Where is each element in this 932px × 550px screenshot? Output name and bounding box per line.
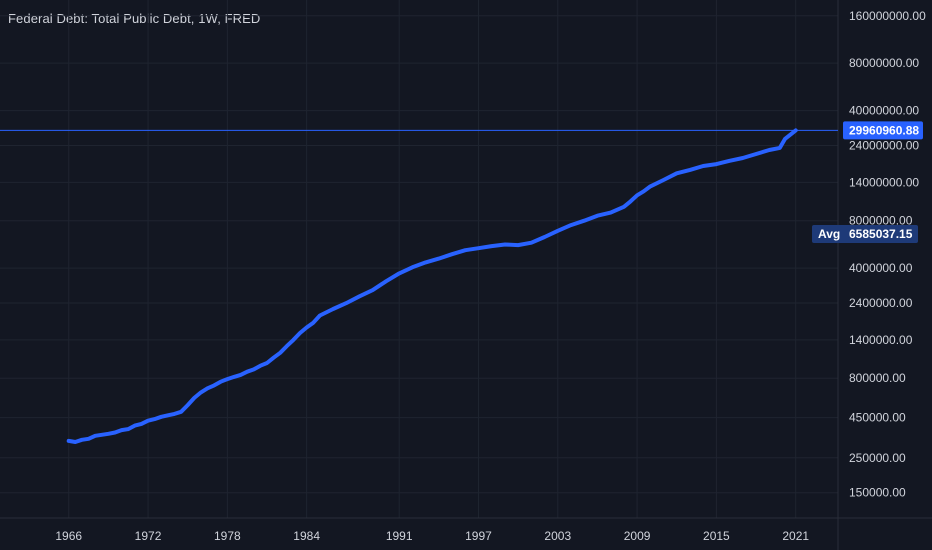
x-axis-tick-labels: 1966 1972 1978 1984 1991 1997 2003 2009 2015 2021 — [55, 529, 809, 543]
y-tick-label: 150000.00 — [849, 486, 906, 500]
x-tick-label: 1991 — [386, 529, 413, 543]
last-value-badge: 29960960.88 — [843, 121, 923, 140]
x-tick-label: 1966 — [55, 529, 82, 543]
x-tick-label: 1997 — [465, 529, 492, 543]
y-tick-label: 80000000.00 — [849, 56, 919, 70]
y-tick-label: 1400000.00 — [849, 333, 913, 347]
x-tick-label: 2009 — [624, 529, 651, 543]
avg-badge-label: Avg — [818, 227, 840, 241]
avg-badge: Avg 6585037.15 — [812, 225, 918, 244]
y-tick-label: 14000000.00 — [849, 175, 919, 189]
x-tick-label: 2003 — [544, 529, 571, 543]
y-tick-label: 40000000.00 — [849, 104, 919, 118]
series-line-total-public-debt — [66, 128, 798, 444]
last-value-badge-bg — [843, 121, 923, 140]
y-tick-label: 800000.00 — [849, 371, 906, 385]
y-axis-tick-labels: 160000000.00 80000000.00 40000000.00 240000… — [849, 9, 926, 500]
y-tick-label: 160000000.00 — [849, 9, 926, 23]
x-tick-label: 1972 — [135, 529, 162, 543]
y-tick-label: 2400000.00 — [849, 296, 913, 310]
x-tick-label: 1984 — [293, 529, 320, 543]
chart-title: Federal Debt: Total Public Debt, 1W, FRE… — [8, 11, 261, 26]
last-value-label: 29960960.88 — [849, 123, 919, 137]
x-tick-label: 2015 — [703, 529, 730, 543]
y-tick-label: 24000000.00 — [849, 139, 919, 153]
grid-lines — [0, 0, 838, 518]
avg-value-label: 6585037.15 — [849, 227, 913, 241]
avg-badge-bg — [812, 225, 918, 244]
y-tick-label: 8000000.00 — [849, 214, 913, 228]
x-tick-label: 1978 — [214, 529, 241, 543]
y-tick-label: 250000.00 — [849, 451, 906, 465]
x-tick-label: 2021 — [782, 529, 809, 543]
y-tick-label: 450000.00 — [849, 411, 906, 425]
y-tick-label: 4000000.00 — [849, 261, 913, 275]
